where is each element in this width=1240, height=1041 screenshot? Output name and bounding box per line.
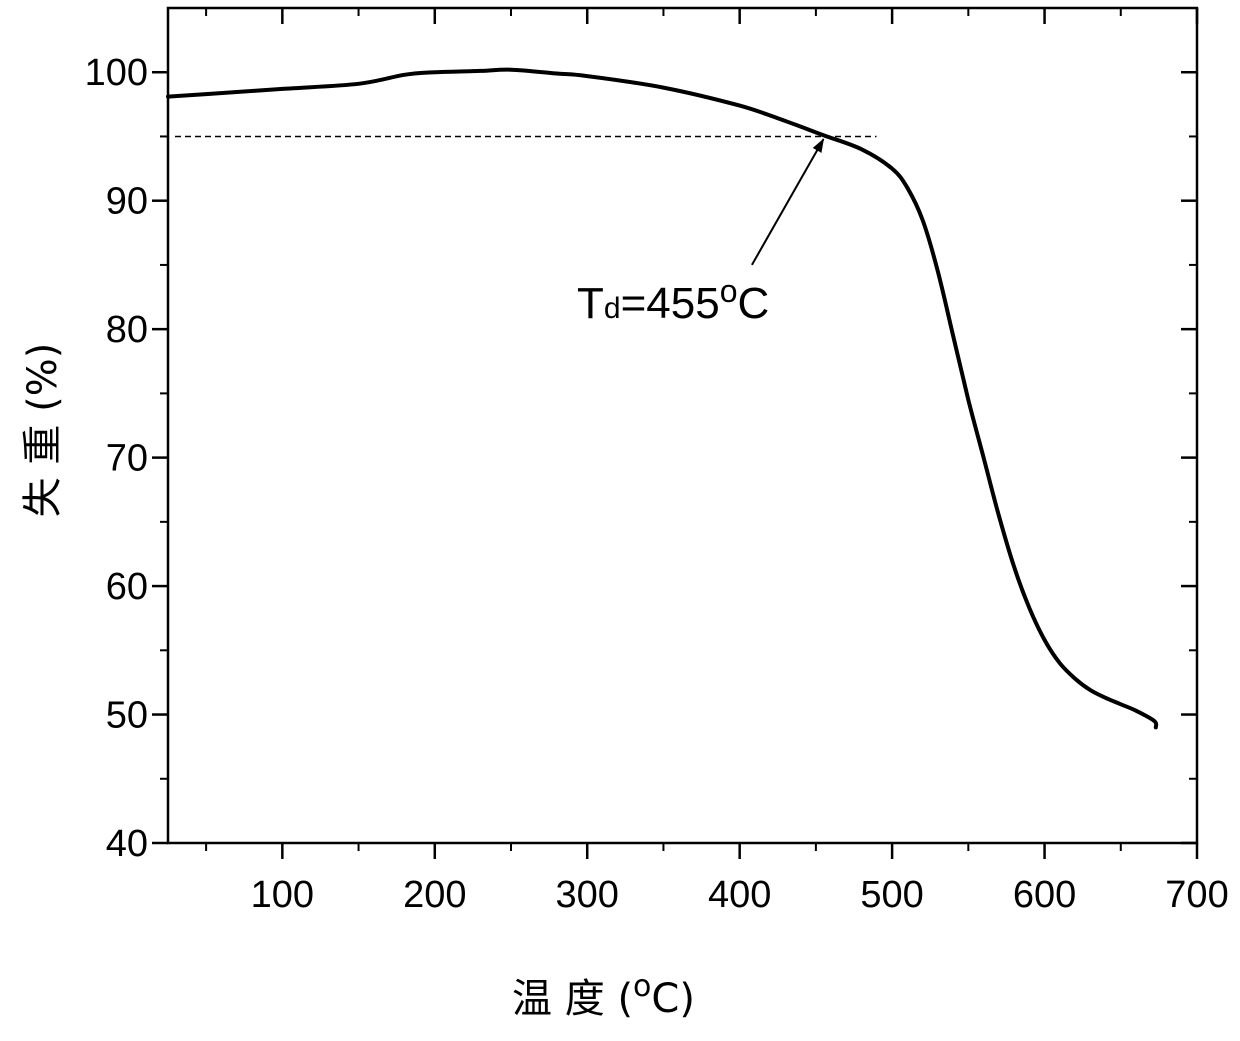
y-tick-label: 70 xyxy=(106,438,148,480)
x-tick-label: 500 xyxy=(860,874,923,916)
x-tick-label: 600 xyxy=(1013,874,1076,916)
y-tick-label: 80 xyxy=(106,309,148,351)
plot-frame xyxy=(166,6,1199,845)
y-tick-label: 40 xyxy=(106,823,148,865)
x-tick-label: 100 xyxy=(251,874,314,916)
x-tick-label: 200 xyxy=(403,874,466,916)
y-tick-label: 60 xyxy=(106,566,148,608)
x-tick-label: 300 xyxy=(556,874,619,916)
y-tick-label: 100 xyxy=(85,52,148,94)
x-tick-label: 400 xyxy=(708,874,771,916)
y-tick-label: 50 xyxy=(106,695,148,737)
td-annotation-label: Td=455oC xyxy=(577,273,769,328)
x-tick-label: 700 xyxy=(1165,874,1228,916)
td-arrow xyxy=(751,138,825,266)
weight-loss-curve xyxy=(166,67,1159,730)
x-axis-title: 温 度 (oC) xyxy=(512,969,695,1022)
y-axis-title: 失 重 (%) xyxy=(20,343,66,518)
y-tick-label: 90 xyxy=(106,181,148,223)
